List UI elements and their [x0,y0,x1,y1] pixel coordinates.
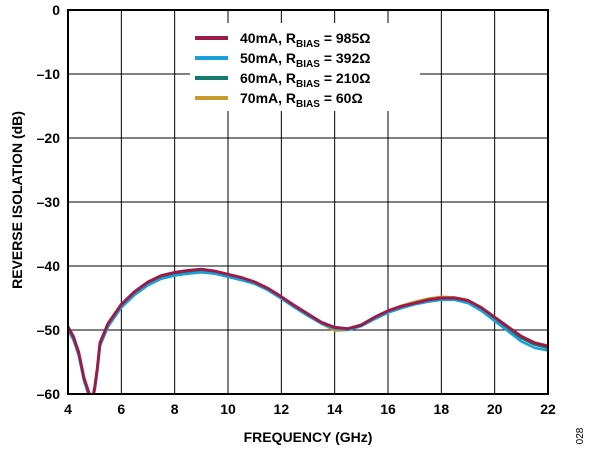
x-tick-label: 10 [220,401,236,417]
y-axis-label: REVERSE ISOLATION (dB) [9,111,25,289]
y-tick-label: –60 [37,386,61,402]
figure-id: 028 [575,427,586,444]
plot-frame [67,9,549,395]
y-tick-labels: 0 –10 –20 –30 –40 –50 –60 [37,2,61,402]
legend-label: 60mA, RBIAS = 210Ω [240,70,370,90]
legend-label: 70mA, RBIAS = 60Ω [240,90,363,110]
legend-label: 50mA, RBIAS = 392Ω [240,50,370,70]
series-line-2 [68,271,548,394]
x-tick-label: 14 [327,401,343,417]
x-tick-label: 6 [117,401,125,417]
x-tick-labels: 4 6 8 10 12 14 16 18 20 22 [64,401,556,417]
x-axis-label: FREQUENCY (GHz) [244,429,373,445]
x-tick-label: 8 [171,401,179,417]
y-tick-label: –20 [37,130,61,146]
x-tick-label: 22 [540,401,556,417]
y-tick-label: –40 [37,258,61,274]
x-tick-label: 12 [274,401,290,417]
y-tick-label: –50 [37,322,61,338]
series-line-1 [68,267,548,394]
y-tick-label: –10 [37,66,61,82]
y-tick-label: –30 [37,194,61,210]
x-tick-label: 4 [64,401,72,417]
x-tick-label: 20 [487,401,503,417]
x-tick-label: 18 [434,401,450,417]
y-tick-label: 0 [52,2,60,18]
x-tick-label: 16 [380,401,396,417]
data-series [68,267,548,394]
legend-background [190,23,420,111]
legend-label: 40mA, RBIAS = 985Ω [240,30,370,50]
